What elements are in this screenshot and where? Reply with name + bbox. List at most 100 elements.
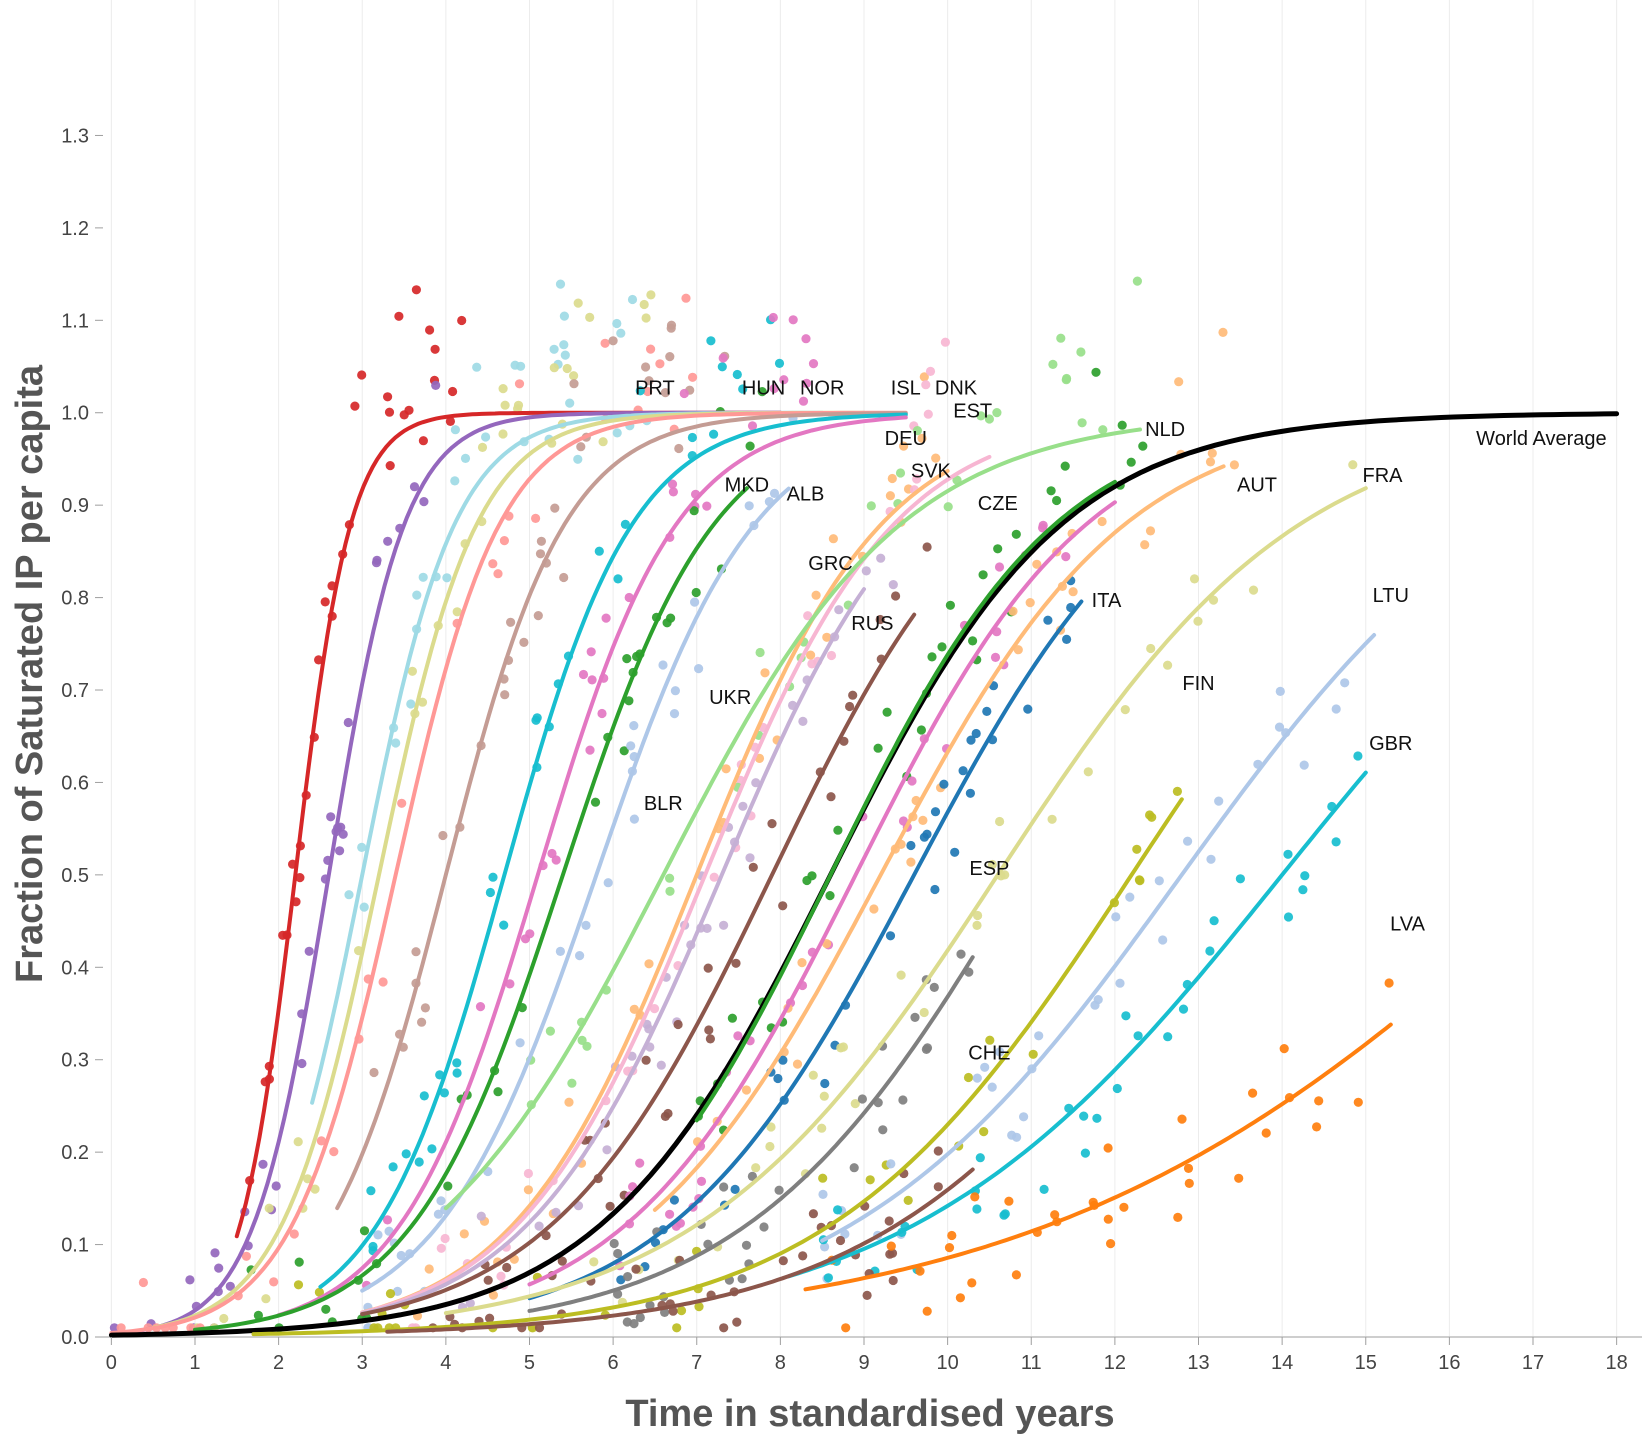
data-point <box>688 372 698 382</box>
x-tick-label: 3 <box>357 1352 368 1374</box>
data-point <box>798 716 808 727</box>
data-point <box>641 362 651 372</box>
data-point <box>436 1243 446 1253</box>
fit-curve <box>335 411 908 1211</box>
data-point <box>1331 704 1341 714</box>
data-point <box>505 979 515 989</box>
data-point <box>732 1317 742 1327</box>
data-point <box>857 1094 868 1104</box>
data-point <box>906 840 916 851</box>
data-point <box>1119 1202 1129 1212</box>
data-point <box>409 482 420 492</box>
series-label: LTU <box>1373 585 1409 607</box>
series-label: World Average <box>1476 428 1606 450</box>
data-point <box>427 1144 437 1154</box>
data-point <box>406 699 416 709</box>
data-point <box>1274 722 1285 732</box>
data-point <box>694 664 704 674</box>
data-point <box>589 1257 599 1267</box>
data-point <box>384 407 395 417</box>
data-point <box>1205 457 1216 467</box>
data-point <box>972 1204 982 1214</box>
data-point <box>1032 559 1042 569</box>
y-tick-label: 0.4 <box>61 957 89 979</box>
data-point <box>1117 420 1127 430</box>
data-point <box>523 1168 534 1179</box>
data-point <box>109 1323 119 1333</box>
data-point <box>359 1226 370 1236</box>
data-point <box>670 686 681 696</box>
data-point <box>269 1277 279 1287</box>
data-point <box>253 1310 263 1320</box>
data-point <box>569 371 579 381</box>
data-point <box>1234 1173 1244 1183</box>
data-point <box>624 696 634 706</box>
data-point <box>922 1306 932 1316</box>
data-point <box>620 519 631 530</box>
data-point <box>1126 457 1136 467</box>
data-point <box>1079 1111 1089 1121</box>
data-point <box>383 536 393 546</box>
series-label: ISL <box>891 377 921 399</box>
data-point <box>293 1280 304 1290</box>
data-point <box>950 847 960 857</box>
data-point <box>1261 1128 1271 1138</box>
data-point <box>420 1003 430 1013</box>
data-point <box>836 1043 846 1053</box>
data-point <box>459 1229 469 1239</box>
data-point <box>835 1235 846 1246</box>
data-point <box>350 401 360 411</box>
series-label: NLD <box>1145 419 1185 441</box>
data-point <box>498 384 508 394</box>
data-point <box>826 792 836 802</box>
data-point <box>424 1264 434 1274</box>
curve-layer <box>108 410 1620 1338</box>
data-point <box>289 1229 299 1239</box>
data-point <box>500 690 510 700</box>
data-point <box>338 829 348 839</box>
data-point <box>887 1248 898 1258</box>
data-point <box>719 1182 729 1192</box>
data-point <box>573 298 583 308</box>
data-point <box>326 812 336 822</box>
series-label: ALB <box>787 484 825 506</box>
data-point <box>440 1233 450 1244</box>
series-label: GBR <box>1369 733 1412 755</box>
data-point <box>679 388 689 399</box>
data-point <box>691 587 701 598</box>
data-point <box>1183 1163 1194 1173</box>
data-point <box>925 366 936 376</box>
data-point <box>388 1162 398 1172</box>
data-point <box>658 660 668 670</box>
data-point <box>264 1203 274 1213</box>
data-point <box>1353 1097 1363 1107</box>
data-point <box>502 1262 512 1273</box>
fit-curve <box>786 770 1368 1279</box>
data-point <box>1090 1000 1100 1010</box>
x-tick-label: 8 <box>775 1352 786 1374</box>
y-tick-label: 0.9 <box>61 495 89 517</box>
x-tick-label: 5 <box>524 1352 535 1374</box>
data-point <box>1097 516 1107 527</box>
data-point <box>378 977 388 987</box>
data-point <box>419 1091 429 1101</box>
series-label: RUS <box>851 613 893 635</box>
data-point <box>702 501 712 511</box>
data-point <box>391 738 401 748</box>
data-point <box>394 311 404 321</box>
data-point <box>968 636 978 646</box>
data-point <box>294 1257 304 1267</box>
data-point <box>681 293 691 303</box>
data-point <box>1206 854 1216 864</box>
data-point <box>1034 1031 1044 1041</box>
data-point <box>448 386 458 397</box>
data-point <box>1025 598 1035 608</box>
data-point <box>927 652 937 662</box>
data-point <box>995 1047 1005 1057</box>
data-point <box>1140 540 1150 550</box>
data-point <box>931 453 941 463</box>
data-point <box>590 797 601 807</box>
x-tick-label: 6 <box>608 1352 619 1374</box>
data-point <box>493 1087 503 1097</box>
data-point <box>1106 1239 1116 1249</box>
